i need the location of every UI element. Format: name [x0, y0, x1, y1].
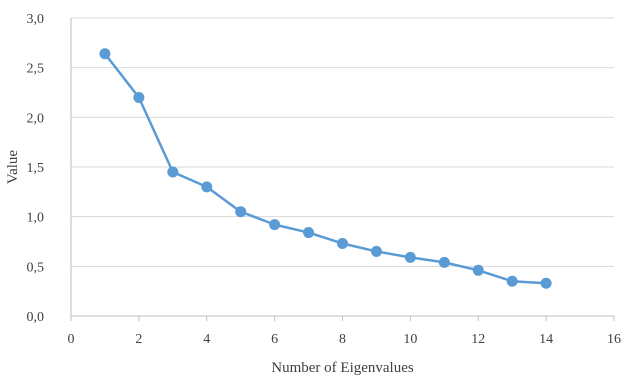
y-axis-title: Value — [5, 150, 21, 184]
y-tick-label: 1,0 — [27, 211, 45, 226]
data-point — [99, 48, 111, 60]
x-tick-label: 14 — [539, 332, 553, 347]
series-layer — [99, 48, 552, 289]
data-point — [370, 245, 382, 257]
y-tick-label: 2,5 — [27, 62, 45, 77]
x-axis-title: Number of Eigenvalues — [271, 360, 414, 376]
y-tick-label: 2,0 — [27, 111, 45, 126]
gridlines — [71, 17, 614, 267]
data-point — [506, 275, 518, 287]
data-point — [133, 91, 145, 103]
x-tick-label: 0 — [68, 332, 75, 347]
data-point — [540, 277, 552, 289]
y-tick-label: 0,5 — [27, 260, 45, 275]
axes — [70, 18, 615, 321]
data-point — [269, 219, 281, 231]
x-tick-label: 10 — [403, 332, 417, 347]
x-tick-label: 8 — [339, 332, 346, 347]
series-line — [103, 52, 547, 285]
y-tick-label: 1,5 — [27, 161, 45, 176]
tick-labels: 0,0 0,5 1,0 1,5 2,0 2,5 3,0 0 2 4 6 8 10 12 14 16 — [27, 12, 622, 347]
data-point — [201, 181, 213, 193]
data-point — [404, 251, 416, 263]
data-point — [337, 237, 348, 249]
x-tick-label: 16 — [607, 332, 621, 347]
x-tick-label: 6 — [271, 332, 278, 347]
x-tick-label: 12 — [471, 332, 485, 347]
data-point — [235, 206, 247, 218]
data-point — [438, 256, 450, 268]
data-point — [303, 227, 315, 239]
y-tick-label: 0,0 — [27, 310, 45, 325]
x-tick-label: 4 — [203, 332, 210, 347]
y-tick-label: 3,0 — [27, 12, 45, 27]
data-point — [472, 264, 484, 276]
x-tick-label: 2 — [135, 332, 142, 347]
data-point — [167, 166, 179, 178]
